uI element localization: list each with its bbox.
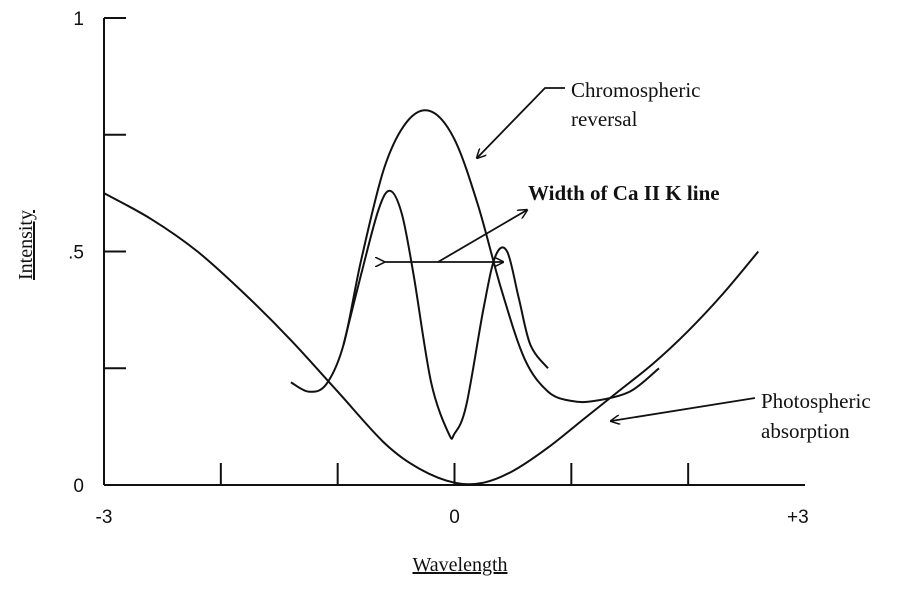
x-tick-label: +3 (787, 507, 809, 528)
axis-ticks: -3 0 +3 0 .5 1 (68, 9, 809, 528)
ca-ii-k-width-pointer-arrow (437, 210, 527, 263)
x-axis-title: Wavelength (412, 554, 507, 576)
series-line-photospheric (103, 192, 760, 486)
y-axis-title: Intensity (15, 210, 37, 280)
x-tick-label: 0 (449, 507, 460, 528)
annotation-photospheric-absorption-line2: absorption (761, 419, 850, 443)
annotation-chromospheric-reversal-line2: reversal (571, 107, 638, 131)
chromospheric-reversal-arrow (477, 87, 565, 158)
x-tick-label: -3 (96, 507, 113, 528)
annotation-ca-ii-k-width: Width of Ca II K line (528, 181, 720, 205)
y-tick-label: .5 (68, 243, 84, 264)
y-tick-label: 0 (73, 476, 84, 497)
photospheric-absorption-arrow (611, 397, 756, 421)
annotation-photospheric-absorption-line1: Photospheric (761, 389, 871, 413)
series-curves (103, 109, 760, 486)
series-line-chromospheric (290, 109, 660, 404)
y-tick-label: 1 (73, 9, 84, 30)
annotation-chromospheric-reversal-line1: Chromospheric (571, 78, 700, 102)
series-line-ca_ii_k (342, 189, 549, 440)
